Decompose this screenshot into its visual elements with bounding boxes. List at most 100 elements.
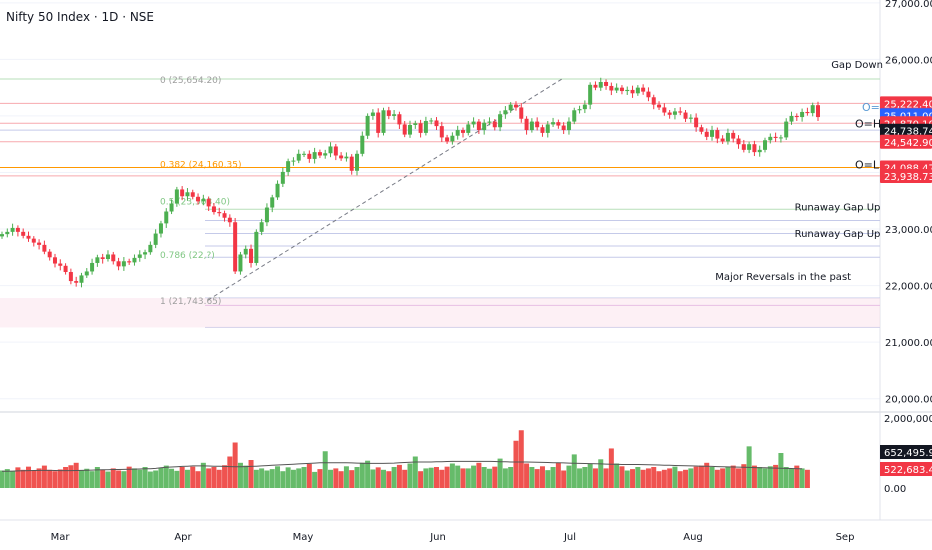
- candle-body: [349, 156, 354, 171]
- volume-bar: [57, 469, 63, 488]
- volume-axis-label: 2,000,000.00: [884, 414, 932, 425]
- candle-body: [15, 227, 20, 232]
- candle-body: [312, 152, 317, 159]
- volume-bar: [428, 467, 434, 488]
- candle-body: [450, 135, 455, 142]
- candle-body: [747, 144, 752, 150]
- candle-body: [455, 130, 460, 136]
- volume-bar: [211, 467, 217, 488]
- price-label: 25,222.40: [884, 99, 932, 110]
- candle-body: [434, 120, 439, 127]
- volume-bar: [444, 466, 450, 488]
- candle-body: [402, 124, 407, 135]
- volume-bar: [635, 467, 641, 488]
- candle-body: [413, 123, 418, 125]
- volume-bar: [592, 468, 598, 488]
- candle-body: [333, 146, 338, 156]
- volume-bar: [555, 462, 561, 488]
- candle-body: [763, 140, 768, 150]
- candle-body: [217, 212, 222, 214]
- candle-body: [466, 124, 471, 133]
- candle-body: [185, 192, 190, 197]
- volume-bar: [566, 465, 572, 488]
- candle-body: [153, 233, 158, 245]
- volume-bar: [640, 469, 646, 488]
- candle-body: [280, 171, 285, 184]
- candle-body: [222, 213, 227, 218]
- volume-bar: [36, 468, 42, 488]
- volume-ma-line: [2, 460, 803, 472]
- volume-bar: [158, 467, 164, 488]
- candle-body: [105, 254, 110, 260]
- volume-bar: [365, 460, 371, 488]
- volume-bar: [312, 471, 318, 488]
- volume-bar: [433, 467, 439, 488]
- volume-bar: [471, 465, 477, 488]
- volume-bar: [630, 469, 636, 488]
- volume-bar: [105, 471, 111, 488]
- volume-bar: [94, 467, 100, 488]
- volume-bar: [306, 463, 312, 488]
- volume-bar: [545, 470, 551, 488]
- candle-body: [376, 112, 381, 133]
- volume-bar: [68, 465, 74, 488]
- candle-body: [715, 130, 720, 139]
- price-label-box: [880, 96, 932, 111]
- candle-body: [503, 110, 508, 115]
- volume-bar: [386, 471, 392, 488]
- volume-bar: [131, 468, 137, 488]
- candle-body: [572, 110, 577, 122]
- y-tick-label: 26,000.00: [885, 55, 932, 66]
- volume-bar: [778, 453, 784, 488]
- shaded-zones: [0, 298, 880, 328]
- candle-body: [227, 217, 232, 223]
- candle-body: [164, 211, 169, 224]
- candle-body: [328, 146, 333, 154]
- volume-bar: [412, 456, 418, 488]
- candle-body: [381, 110, 386, 133]
- candle-body: [52, 257, 57, 264]
- candle-body: [508, 104, 513, 111]
- price-label: 24,738.74: [884, 127, 932, 138]
- annotation-label: Runaway Gap Up: [795, 229, 881, 240]
- volume-bar: [518, 430, 524, 488]
- volume-bar: [672, 466, 678, 488]
- volume-bar: [174, 470, 180, 488]
- x-tick-label: Mar: [51, 532, 71, 543]
- volume-bar: [529, 467, 535, 488]
- candle-body: [492, 121, 497, 128]
- volume-bar: [736, 468, 742, 488]
- fib-label: 0 (25,654.20): [160, 76, 221, 86]
- price-label: 23,938.73: [884, 172, 932, 183]
- candle-body: [132, 257, 137, 263]
- volume-bar: [296, 468, 302, 488]
- candle-body: [259, 222, 264, 232]
- volume-bar: [25, 466, 31, 488]
- candle-body: [270, 197, 275, 208]
- candle-body: [757, 149, 762, 153]
- volume-bar: [195, 471, 201, 488]
- volume-bar: [110, 468, 116, 488]
- candle-body: [206, 199, 211, 207]
- volume-bar: [142, 467, 148, 488]
- candle-body: [816, 105, 820, 118]
- candle-body: [286, 161, 291, 172]
- volume-axis-label: 0.00: [884, 484, 906, 495]
- candle-body: [794, 115, 799, 118]
- candle-body: [344, 156, 349, 159]
- candle-body: [694, 117, 699, 128]
- volume-bar: [508, 467, 514, 488]
- candle-body: [339, 155, 344, 159]
- candle-body: [513, 104, 518, 108]
- candle-body: [545, 124, 550, 133]
- volume-bar: [190, 466, 196, 488]
- candle-body: [190, 192, 195, 197]
- candle-body: [63, 265, 68, 273]
- volume-bar: [52, 471, 58, 488]
- candle-body: [810, 105, 815, 114]
- candle-body: [619, 87, 624, 92]
- volume-bar: [698, 465, 704, 488]
- candle-body: [233, 222, 238, 272]
- volume-bar: [349, 470, 355, 488]
